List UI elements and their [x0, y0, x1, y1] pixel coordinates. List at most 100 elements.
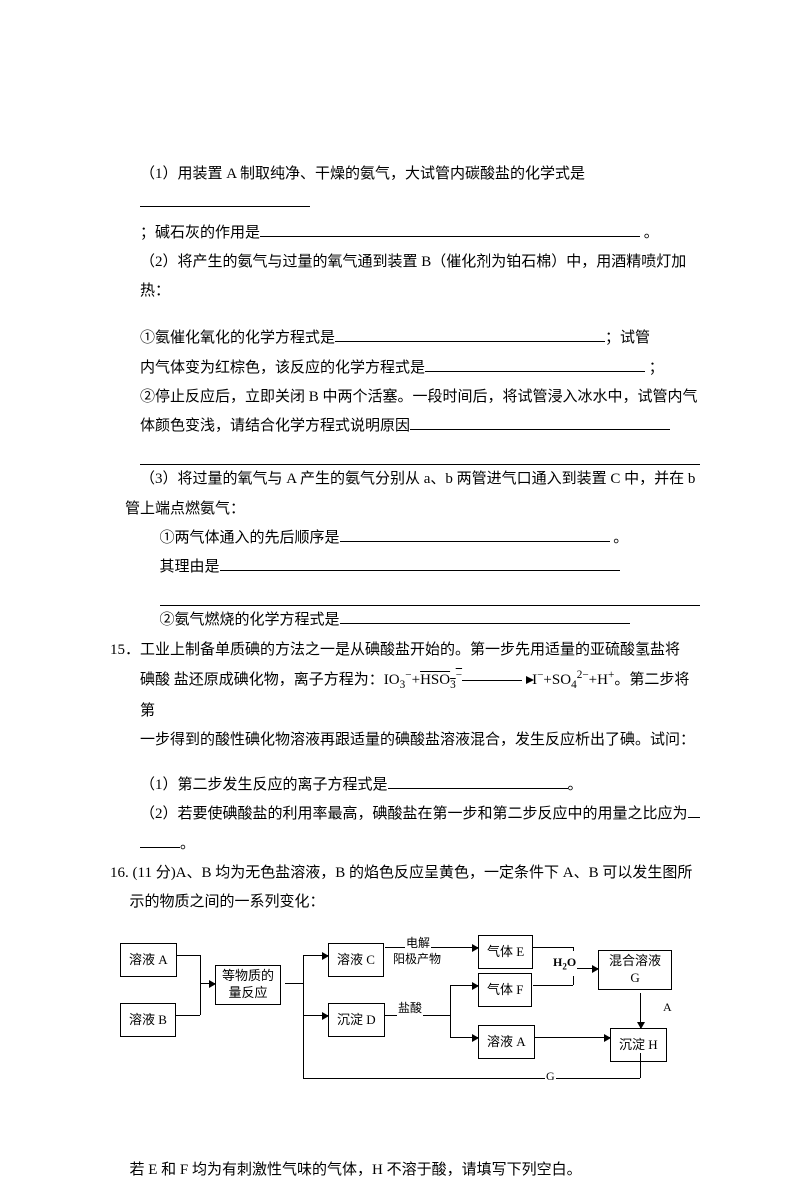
period: 。	[613, 530, 628, 546]
q15-body: 工业上制备单质碘的方法之一是从碘酸盐开始的。第一步先用适量的亚硫酸氢盐将 碘酸 …	[140, 636, 700, 859]
blank	[335, 325, 605, 343]
node-solution-b: 溶液 B	[120, 1003, 176, 1036]
edge	[200, 983, 215, 984]
q14-3-1r: 其理由是	[110, 553, 700, 582]
q16-intro-b: 示的物质之间的一系列变化：	[110, 888, 700, 917]
q14-2-1a-suffix: ；试管	[605, 330, 650, 346]
q15-p2-prefix: （1）第二步发生反应的离子方程式是	[140, 777, 388, 793]
blank	[140, 190, 310, 208]
edge-label-a: A	[662, 996, 673, 1019]
eq-rhs: I−+SO42−+H+	[532, 672, 614, 688]
spacer	[140, 755, 700, 771]
node-solution-a2: 溶液 A	[478, 1025, 535, 1058]
q15-p1a: 工业上制备单质碘的方法之一是从碘酸盐开始的。第一步先用适量的亚硫酸氢盐将	[140, 636, 700, 665]
node-precipitate-h: 沉淀 H	[610, 1028, 667, 1061]
period: 。	[180, 836, 195, 852]
period: 。	[568, 777, 583, 793]
spacer	[110, 306, 700, 324]
edge	[450, 985, 478, 986]
q14-2-2a-text: ②停止反应后，立即关闭 B 中两个活塞。一段时间后，将试管浸入冰水中，试管内气	[140, 389, 698, 405]
node-solution-c: 溶液 C	[328, 943, 384, 976]
q14-1: （1）用装置 A 制取纯净、干燥的氨气，大试管内碳酸盐的化学式是	[110, 160, 700, 219]
q14-2-text: （2）将产生的氨气与过量的氧气通到装置 B（催化剂为铂石棉）中，用酒精喷灯加热：	[140, 254, 686, 299]
edge	[303, 1015, 328, 1016]
period: 。	[644, 225, 659, 241]
edge	[176, 955, 200, 956]
q14-2-2a: ②停止反应后，立即关闭 B 中两个活塞。一段时间后，将试管浸入冰水中，试管内气	[110, 383, 700, 412]
q15-p1c: 一步得到的酸性碘化物溶液再跟适量的碘酸盐溶液混合，发生反应析出了碘。试问：	[140, 726, 700, 755]
edge	[533, 947, 573, 948]
blank-full-line	[160, 584, 701, 606]
q14-3-1: ①两气体通入的先后顺序是 。	[110, 524, 700, 553]
q15-p2: （1）第二步发生反应的离子方程式是 。	[140, 771, 700, 800]
q16-footer: 若 E 和 F 均为有刺激性气味的气体，H 不溶于酸，请填写下列空白。	[110, 1156, 700, 1185]
edge	[640, 1053, 641, 1078]
q14-2-2b-prefix: 体颜色变浅，请结合化学方程式说明原因	[140, 418, 410, 434]
node-mixture-g: 混合溶液G	[598, 950, 672, 990]
edge-label-h2o: H2O	[552, 951, 577, 976]
q14-2-1b-prefix: 内气体变为红棕色，该反应的化学方程式是	[140, 360, 425, 376]
q16-intro-a: 16. (11 分)A、B 均为无色盐溶液，B 的焰色反应呈黄色，一定条件下 A…	[110, 859, 700, 888]
edge	[200, 983, 201, 1015]
edge	[176, 1015, 200, 1016]
blank	[260, 219, 640, 237]
q15: 15． 工业上制备单质碘的方法之一是从碘酸盐开始的。第一步先用适量的亚硫酸氢盐将…	[110, 636, 700, 859]
q14-2-1a: ①氨催化氧化的化学方程式是 ；试管	[110, 324, 700, 353]
edge	[285, 983, 303, 984]
q15-label: 15．	[110, 636, 140, 859]
edge	[533, 985, 573, 986]
q15-p3a-text: （2）若要使碘酸盐的利用率最高，碘酸盐在第一步和第二步反应中的用量之比应为	[140, 806, 688, 822]
q14-2-1b-suffix: ；	[649, 360, 664, 376]
q14-3-2-prefix: ②氨气燃烧的化学方程式是	[160, 612, 340, 628]
q14-3a-text: （3）将过量的氧气与 A 产生的氨气分别从 a、b 两管进气口通入到装置 C 中…	[140, 471, 695, 487]
edge	[200, 955, 201, 983]
node-gas-e: 气体 E	[478, 935, 533, 968]
q14-3-1r-prefix: 其理由是	[160, 559, 220, 575]
edge	[450, 985, 451, 1037]
blank	[388, 772, 568, 790]
q15-p3b: 。	[140, 830, 700, 859]
blank	[425, 354, 645, 372]
edge-label-anode: 阳极产物	[392, 948, 442, 971]
node-precipitate-d: 沉淀 D	[328, 1003, 385, 1036]
arrow-icon	[462, 666, 532, 695]
reaction-flowchart: 溶液 A 溶液 B 等物质的量反应 溶液 C 沉淀 D 气体 E 气体 F 溶液…	[120, 935, 690, 1110]
edge	[303, 1015, 304, 1078]
q15-p1b: 碘酸 盐还原成碘化物，离子方程为：IO3−+HSO3−I−+SO42−+H+。第…	[140, 665, 700, 726]
q15-p1b-prefix: 碘酸 盐还原成碘化物，离子方程为：	[140, 672, 384, 688]
q14-3-2: ②氨气燃烧的化学方程式是	[110, 606, 700, 635]
q14-3b: 管上端点燃氨气：	[110, 495, 700, 524]
q14-2-2b: 体颜色变浅，请结合化学方程式说明原因	[110, 412, 700, 441]
blank-full-line	[140, 443, 700, 465]
q14-1-text: （1）用装置 A 制取纯净、干燥的氨气，大试管内碳酸盐的化学式是	[140, 166, 585, 182]
q14-3-1-prefix: ①两气体通入的先后顺序是	[160, 530, 340, 546]
q14-1b-prefix: ；碱石灰的作用是	[140, 225, 260, 241]
edge-label-g: G	[545, 1065, 556, 1088]
edge	[303, 955, 328, 956]
blank	[688, 801, 700, 819]
edge-label-hcl: 盐酸	[397, 997, 423, 1020]
q14-2-1b: 内气体变为红棕色，该反应的化学方程式是 ；	[110, 354, 700, 383]
edge	[535, 1037, 610, 1038]
q14-1b: ；碱石灰的作用是 。	[110, 219, 700, 248]
q14-3b-text: 管上端点燃氨气：	[125, 501, 245, 517]
q14-2-1a-prefix: ①氨催化氧化的化学方程式是	[140, 330, 335, 346]
edge	[450, 1037, 478, 1038]
edge	[303, 1078, 640, 1079]
node-reaction: 等物质的量反应	[215, 965, 281, 1005]
q15-p3a: （2）若要使碘酸盐的利用率最高，碘酸盐在第一步和第二步反应中的用量之比应为	[140, 800, 700, 829]
blank	[340, 524, 610, 542]
edge	[303, 955, 304, 1015]
blank	[220, 554, 620, 572]
node-solution-a: 溶液 A	[120, 943, 177, 976]
q14-3a: （3）将过量的氧气与 A 产生的氨气分别从 a、b 两管进气口通入到装置 C 中…	[110, 465, 700, 494]
node-gas-f: 气体 F	[478, 973, 532, 1006]
eq-lhs: IO3−+HSO3−	[384, 672, 462, 688]
blank	[410, 413, 670, 431]
q14-2: （2）将产生的氨气与过量的氧气通到装置 B（催化剂为铂石棉）中，用酒精喷灯加热：	[110, 248, 700, 307]
spacer	[110, 1116, 700, 1156]
edge	[640, 993, 641, 1028]
document-page: （1）用装置 A 制取纯净、干燥的氨气，大试管内碳酸盐的化学式是 ；碱石灰的作用…	[0, 0, 800, 1131]
blank	[140, 830, 180, 848]
blank	[340, 607, 630, 625]
